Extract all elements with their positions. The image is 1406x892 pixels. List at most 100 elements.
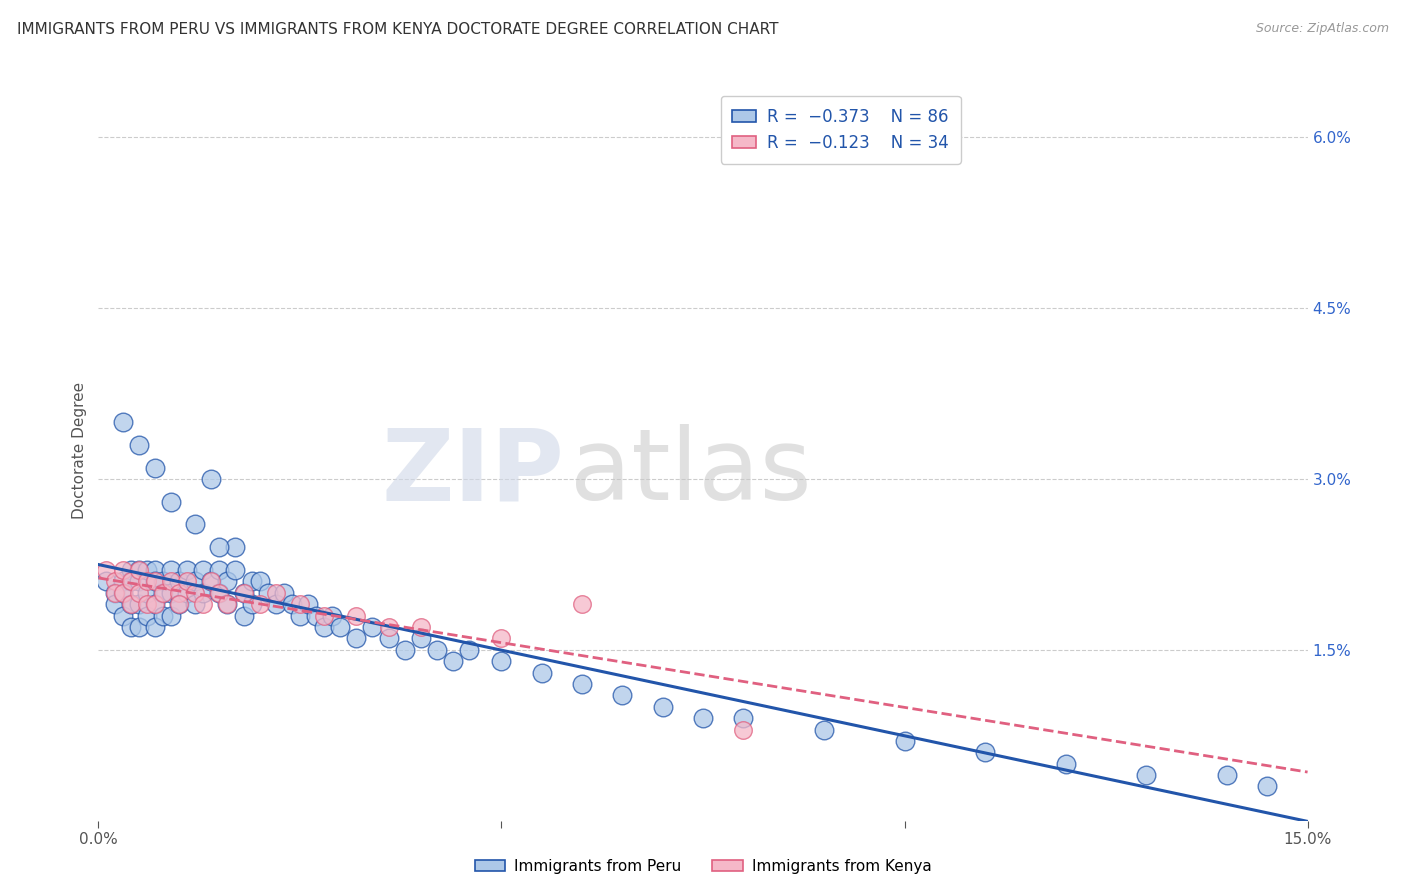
Point <box>160 563 183 577</box>
Point <box>111 563 134 577</box>
Point <box>128 586 150 600</box>
Legend: Immigrants from Peru, Immigrants from Kenya: Immigrants from Peru, Immigrants from Ke… <box>468 853 938 880</box>
Point <box>240 597 263 611</box>
Point <box>813 723 835 737</box>
Point <box>135 563 157 577</box>
Point <box>111 586 134 600</box>
Point <box>128 597 150 611</box>
Point <box>217 597 239 611</box>
Point <box>184 517 207 532</box>
Point <box>232 608 254 623</box>
Point <box>409 620 432 634</box>
Point <box>143 620 166 634</box>
Point <box>143 597 166 611</box>
Point <box>314 620 336 634</box>
Point <box>152 586 174 600</box>
Point <box>96 574 118 589</box>
Point <box>167 574 190 589</box>
Point <box>974 745 997 759</box>
Point <box>120 597 142 611</box>
Text: atlas: atlas <box>569 425 811 521</box>
Point <box>361 620 384 634</box>
Point <box>143 574 166 589</box>
Point <box>184 586 207 600</box>
Point <box>193 563 215 577</box>
Point <box>120 597 142 611</box>
Point <box>249 574 271 589</box>
Point <box>297 597 319 611</box>
Point <box>232 586 254 600</box>
Point <box>120 574 142 589</box>
Point <box>135 586 157 600</box>
Point <box>530 665 553 680</box>
Point <box>120 574 142 589</box>
Y-axis label: Doctorate Degree: Doctorate Degree <box>72 382 87 519</box>
Point <box>232 586 254 600</box>
Point <box>249 597 271 611</box>
Point <box>143 563 166 577</box>
Point <box>103 574 125 589</box>
Point <box>571 677 593 691</box>
Point <box>305 608 328 623</box>
Point <box>128 620 150 634</box>
Point <box>377 632 399 646</box>
Point <box>184 574 207 589</box>
Point <box>491 654 513 668</box>
Point <box>143 597 166 611</box>
Point <box>143 574 166 589</box>
Point <box>1054 756 1077 771</box>
Point <box>224 541 246 555</box>
Point <box>135 597 157 611</box>
Point <box>152 608 174 623</box>
Point <box>571 597 593 611</box>
Point <box>314 608 336 623</box>
Point <box>208 586 231 600</box>
Point <box>344 608 367 623</box>
Point <box>200 574 222 589</box>
Point <box>224 563 246 577</box>
Point <box>111 415 134 429</box>
Point <box>208 563 231 577</box>
Point <box>135 608 157 623</box>
Point <box>103 586 125 600</box>
Point <box>344 632 367 646</box>
Point <box>111 586 134 600</box>
Point <box>893 734 915 748</box>
Point <box>103 597 125 611</box>
Point <box>200 574 222 589</box>
Point <box>167 586 190 600</box>
Point <box>217 597 239 611</box>
Legend: R =  −0.373    N = 86, R =  −0.123    N = 34: R = −0.373 N = 86, R = −0.123 N = 34 <box>721 96 960 164</box>
Point <box>273 586 295 600</box>
Point <box>128 574 150 589</box>
Point <box>264 597 287 611</box>
Point <box>329 620 352 634</box>
Point <box>651 699 673 714</box>
Point <box>692 711 714 725</box>
Point <box>491 632 513 646</box>
Point <box>184 597 207 611</box>
Text: ZIP: ZIP <box>381 425 564 521</box>
Point <box>152 574 174 589</box>
Point <box>208 541 231 555</box>
Point <box>176 586 198 600</box>
Point <box>176 574 198 589</box>
Point <box>733 723 755 737</box>
Point <box>160 608 183 623</box>
Point <box>394 642 416 657</box>
Point <box>458 642 481 657</box>
Point <box>111 608 134 623</box>
Point <box>217 574 239 589</box>
Point <box>281 597 304 611</box>
Point <box>176 563 198 577</box>
Point <box>1216 768 1239 782</box>
Point <box>1135 768 1157 782</box>
Point <box>1256 780 1278 794</box>
Text: Source: ZipAtlas.com: Source: ZipAtlas.com <box>1256 22 1389 36</box>
Point <box>103 586 125 600</box>
Point <box>288 608 311 623</box>
Point <box>128 438 150 452</box>
Point <box>120 620 142 634</box>
Point <box>143 460 166 475</box>
Point <box>240 574 263 589</box>
